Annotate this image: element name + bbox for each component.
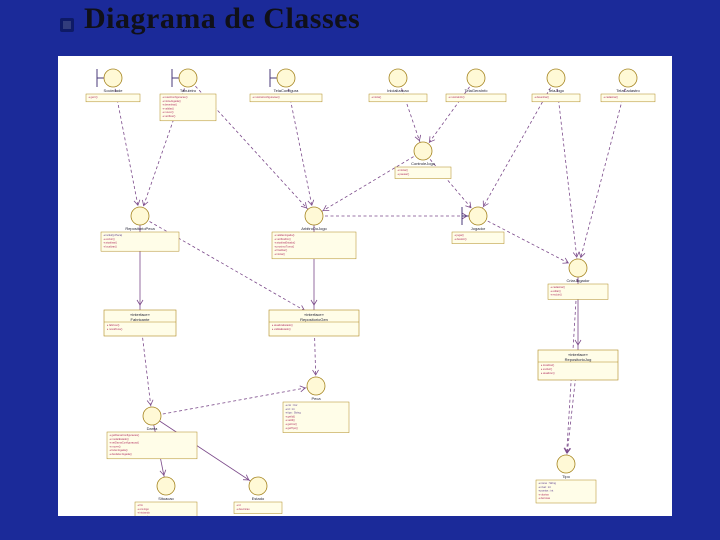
svg-text:Tabuleiro: Tabuleiro xyxy=(180,88,197,93)
svg-text:TelaConfigura: TelaConfigura xyxy=(274,88,299,93)
svg-text:♦ iniciaJogada(): ♦ iniciaJogada() xyxy=(163,99,181,103)
svg-text:♦ excluir(): ♦ excluir() xyxy=(104,237,115,241)
svg-text:♦ cadastrar(): ♦ cadastrar() xyxy=(551,285,566,289)
svg-text:♦ fazerJogada(): ♦ fazerJogada() xyxy=(110,448,128,452)
svg-text:♦ descricao: ♦ descricao xyxy=(237,507,251,511)
slide-title: Diagrama de Classes xyxy=(84,2,360,36)
svg-text:♦ excluir(): ♦ excluir() xyxy=(541,367,552,371)
svg-text:Sociedade: Sociedade xyxy=(104,88,124,93)
svg-text:♦ mostraConfiguracao(): ♦ mostraConfiguracao() xyxy=(253,95,280,99)
svg-text:♦ desistir(): ♦ desistir() xyxy=(455,237,467,241)
svg-text:ArbitroDoJogo: ArbitroDoJogo xyxy=(301,226,327,231)
svg-text:TelaJogo: TelaJogo xyxy=(548,88,565,93)
svg-text:RepositorioJog: RepositorioJog xyxy=(565,357,592,362)
svg-text:♦ iniciar(): ♦ iniciar() xyxy=(398,168,409,172)
svg-text:♦ desenhar(): ♦ desenhar() xyxy=(163,103,178,107)
svg-text:♦ pausar(): ♦ pausar() xyxy=(398,172,410,176)
svg-text:♦ getTipo(): ♦ getTipo() xyxy=(286,426,298,430)
svg-text:Fabricante: Fabricante xyxy=(131,317,151,322)
svg-text:♦ atualizaEstado(): ♦ atualizaEstado() xyxy=(275,241,296,245)
svg-text:♦ vitorias: ♦ vitorias xyxy=(539,492,550,496)
svg-text:♦ validarJogada(): ♦ validarJogada() xyxy=(275,233,295,237)
diagram-canvas: Sociedade ♦ gerir() Tabuleiro ♦ resetConfig… xyxy=(58,56,672,516)
svg-text:♦ getCor(): ♦ getCor() xyxy=(286,422,298,426)
svg-text:♦ localizar(): ♦ localizar() xyxy=(104,244,117,248)
svg-text:♦ id: ♦ id xyxy=(237,503,242,507)
svg-text:♦ verificar(): ♦ verificar() xyxy=(163,114,176,118)
svg-text:♦ mover(): ♦ mover() xyxy=(110,444,121,448)
svg-text:♦ proximoTurno(): ♦ proximoTurno() xyxy=(275,244,295,248)
svg-text:♦ atualizar(): ♦ atualizar() xyxy=(104,241,118,245)
svg-text:♦ jogar(): ♦ jogar() xyxy=(455,233,465,237)
svg-text:CriarJogador: CriarJogador xyxy=(566,278,590,283)
svg-text:Estado: Estado xyxy=(252,496,265,501)
svg-text:♦ mover(): ♦ mover() xyxy=(163,110,174,114)
svg-text:♦ excluir(): ♦ excluir() xyxy=(551,293,562,297)
svg-text:♦ validaEstado(): ♦ validaEstado() xyxy=(272,327,291,331)
svg-text:♦ pausado: ♦ pausado xyxy=(138,514,151,516)
svg-text:ControleJogo: ControleJogo xyxy=(411,161,436,166)
bullet-icon xyxy=(60,18,74,32)
uml-class-diagram: Sociedade ♦ gerir() Tabuleiro ♦ resetConfig… xyxy=(58,56,672,516)
svg-text:♦ finalizar(): ♦ finalizar() xyxy=(275,248,288,252)
svg-text:♦ iniciar(): ♦ iniciar() xyxy=(275,252,286,256)
svg-text:♦ iniciando: ♦ iniciando xyxy=(138,511,151,515)
svg-text:♦ cor : Cor: ♦ cor : Cor xyxy=(286,403,298,407)
svg-text:♦ editar(): ♦ editar() xyxy=(551,289,561,293)
svg-text:♦ setId(): ♦ setId() xyxy=(286,418,296,422)
svg-text:TelaCadastro: TelaCadastro xyxy=(616,88,640,93)
svg-text:♦ getId(): ♦ getId() xyxy=(286,414,296,418)
svg-text:♦ validar(): ♦ validar() xyxy=(163,106,175,110)
svg-text:♦ novaPeca(): ♦ novaPeca() xyxy=(107,327,122,331)
svg-text:♦ tipo : String: ♦ tipo : String xyxy=(286,411,302,415)
svg-text:♦ incluir(p:Peca): ♦ incluir(p:Peca) xyxy=(104,233,123,237)
svg-text:♦ inicia(): ♦ inicia() xyxy=(372,95,382,99)
svg-text:♦ desfazerJogada(): ♦ desfazerJogada() xyxy=(110,452,132,456)
svg-text:♦ id : int: ♦ id : int xyxy=(286,407,295,411)
svg-text:♦ atualizaEstado(): ♦ atualizaEstado() xyxy=(272,323,293,327)
svg-text:♦ nivel : int: ♦ nivel : int xyxy=(539,485,552,489)
svg-text:♦ mostraInfo(): ♦ mostraInfo() xyxy=(449,95,465,99)
title-block: Diagrama de Classes xyxy=(60,2,360,36)
svg-text:Tipo: Tipo xyxy=(562,474,570,479)
svg-text:♦ nome : String: ♦ nome : String xyxy=(539,481,557,485)
svg-text:♦ emJogo: ♦ emJogo xyxy=(138,507,150,511)
svg-text:Peca: Peca xyxy=(311,396,321,401)
svg-text:Situacao: Situacao xyxy=(158,496,174,501)
svg-text:♦ resetConfiguracao(): ♦ resetConfiguracao() xyxy=(163,95,188,99)
svg-text:RepositorioGen: RepositorioGen xyxy=(300,317,328,322)
svg-text:♦ fim: ♦ fim xyxy=(138,503,144,507)
svg-text:♦ cadastrar(): ♦ cadastrar() xyxy=(604,95,619,99)
svg-text:♦ verificaFim(): ♦ verificaFim() xyxy=(275,237,291,241)
slide: Diagrama de Classes Sociedade ♦ gerir() Ta… xyxy=(0,0,720,540)
svg-text:Inicializacao: Inicializacao xyxy=(387,88,410,93)
svg-text:♦ getDamaConfiguracao(): ♦ getDamaConfiguracao() xyxy=(110,433,140,437)
svg-text:♦ fabricar(): ♦ fabricar() xyxy=(107,323,120,327)
svg-text:♦ derrotas: ♦ derrotas xyxy=(539,496,551,500)
svg-text:♦ setDamaConfiguracao(): ♦ setDamaConfiguracao() xyxy=(110,441,140,445)
svg-text:♦ atualizar(): ♦ atualizar() xyxy=(541,371,555,375)
svg-text:♦ desenhar(): ♦ desenhar() xyxy=(535,95,550,99)
svg-text:RepositorioPeca: RepositorioPeca xyxy=(125,226,155,231)
svg-text:Jogador: Jogador xyxy=(471,226,486,231)
svg-text:Dama: Dama xyxy=(147,426,158,431)
svg-text:TelaGeraInfo: TelaGeraInfo xyxy=(465,88,489,93)
svg-text:♦ gerir(): ♦ gerir() xyxy=(89,95,98,99)
svg-text:♦ localizar(): ♦ localizar() xyxy=(541,363,554,367)
svg-text:♦ pontos : int: ♦ pontos : int xyxy=(539,489,554,493)
svg-text:♦ mudarEstado(): ♦ mudarEstado() xyxy=(110,437,129,441)
